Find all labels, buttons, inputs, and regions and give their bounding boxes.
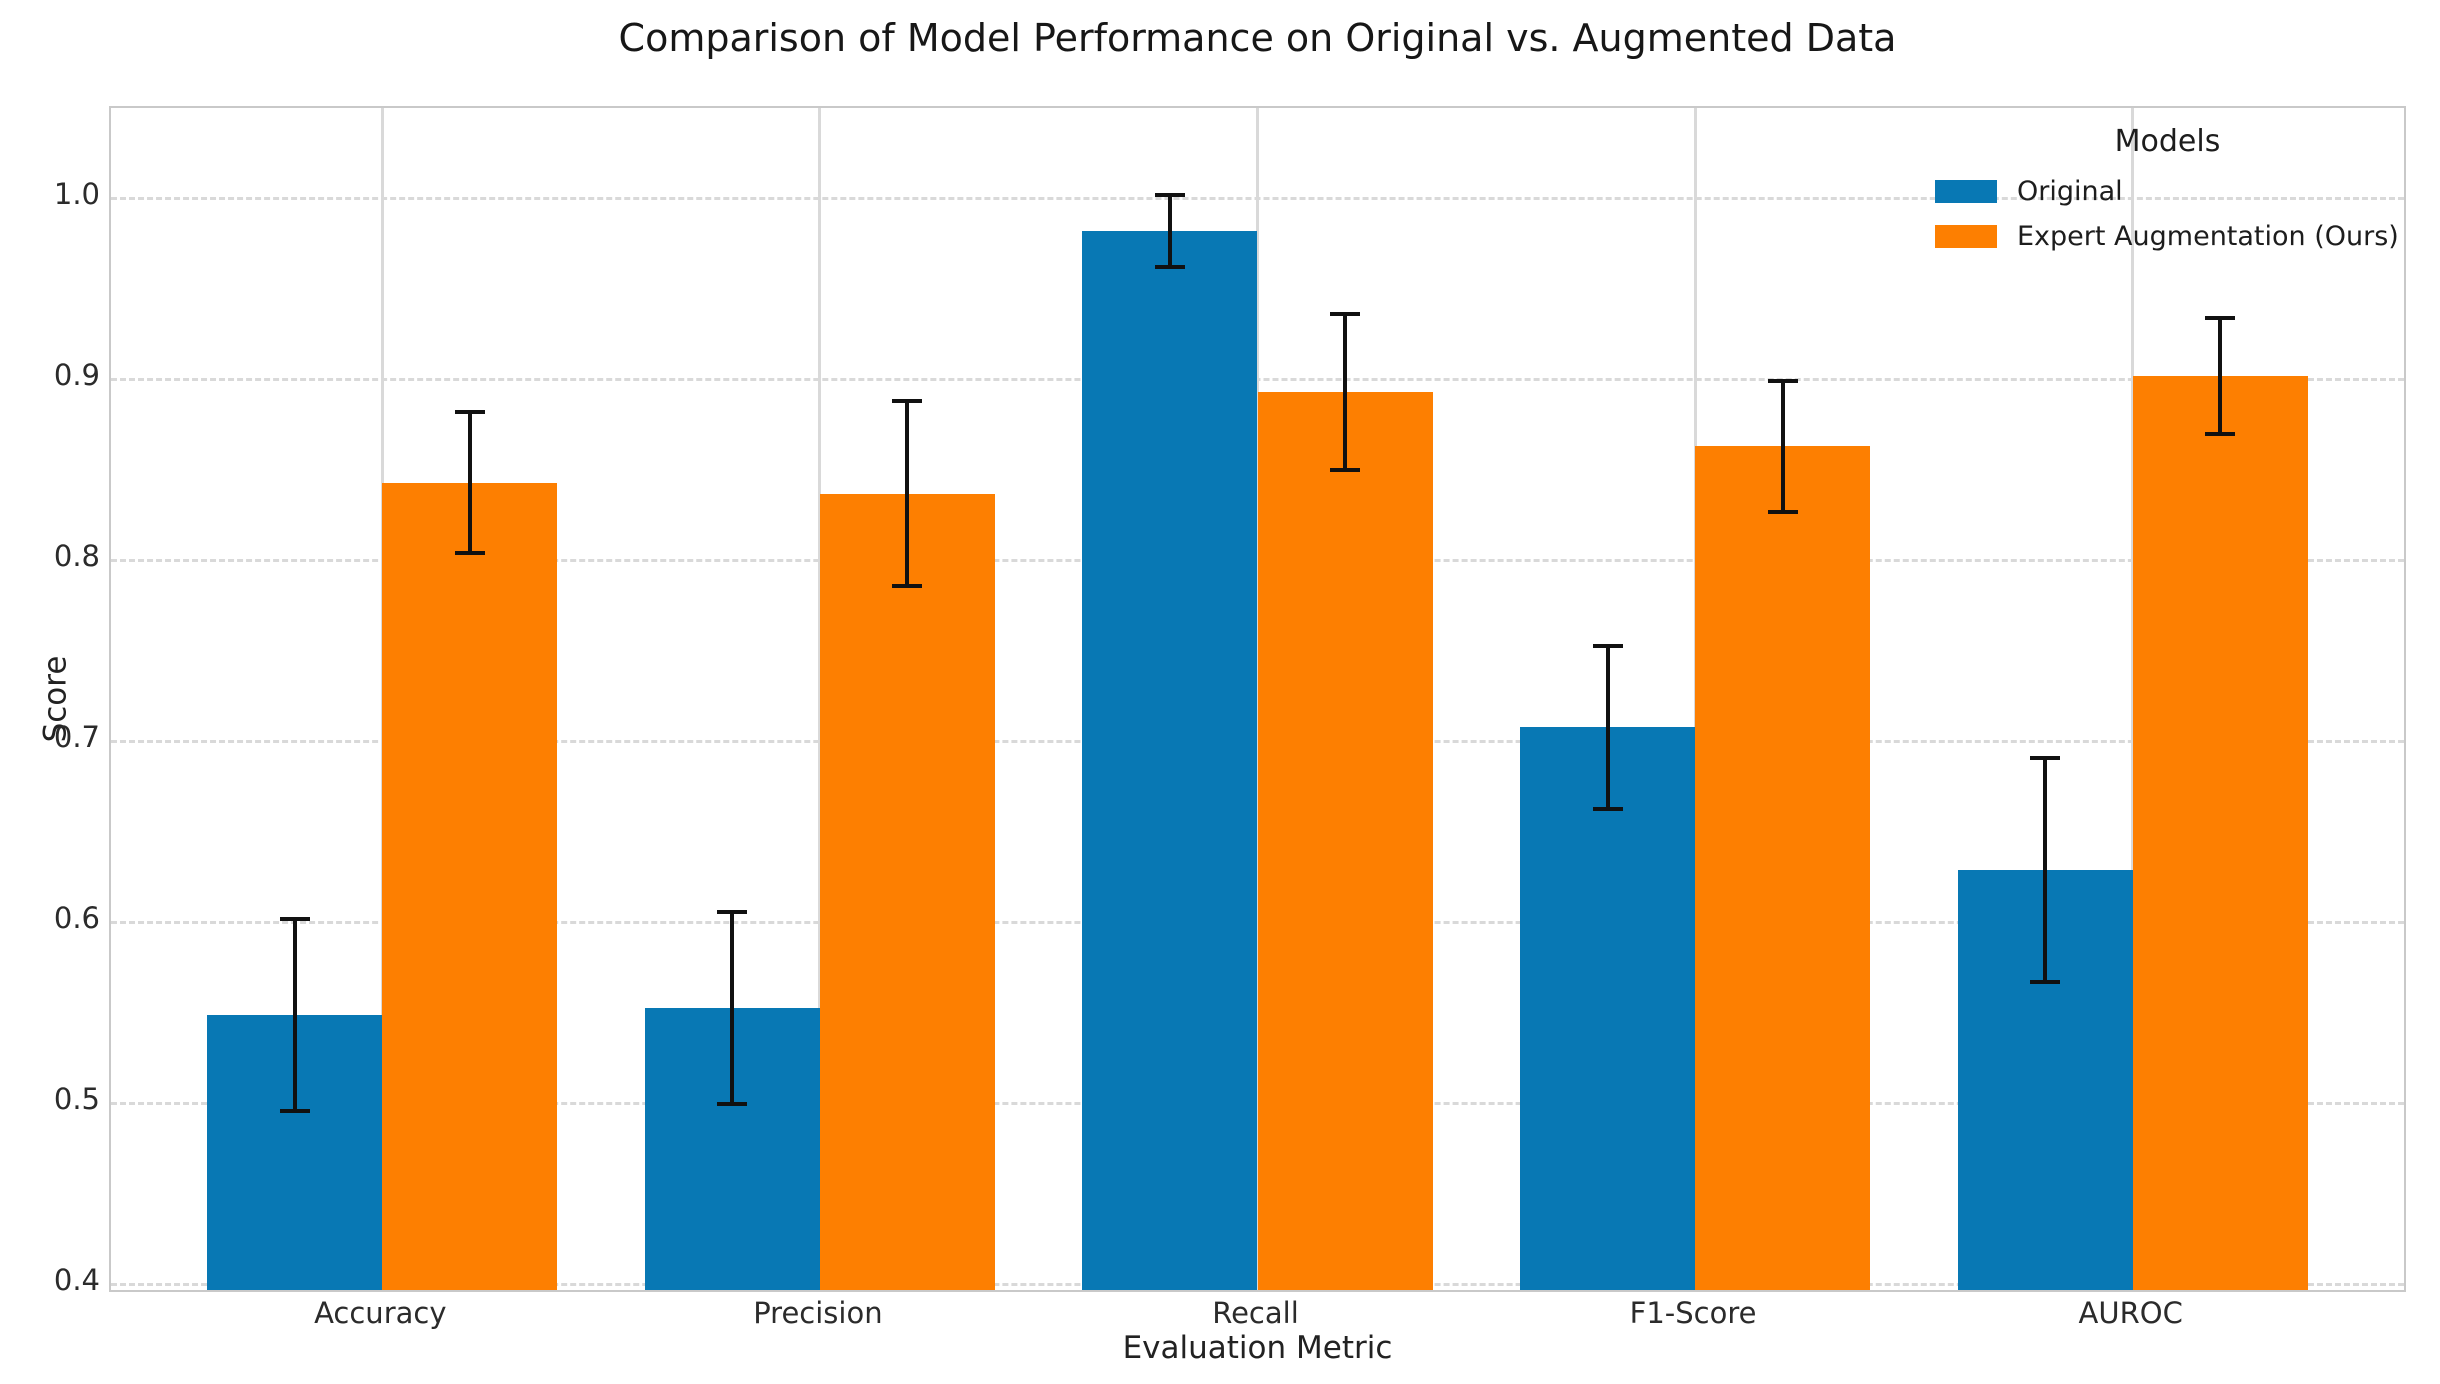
error-bar (467, 412, 472, 554)
error-bar (1605, 645, 1610, 809)
chart-title: Comparison of Model Performance on Origi… (618, 16, 1897, 60)
x-axis-label: Evaluation Metric (1122, 1330, 1393, 1366)
bar-original-recall (1082, 231, 1258, 1290)
x-tick-label: Recall (1212, 1296, 1299, 1330)
error-bar-cap (717, 909, 748, 914)
bar-expert-augmentation-ours--auroc (2132, 375, 2308, 1290)
error-bar-cap (1767, 379, 1798, 384)
y-tick-label: 0.4 (53, 1262, 100, 1297)
error-bar-cap (2030, 980, 2061, 985)
error-bar-cap (2205, 431, 2236, 436)
bar-expert-augmentation-ours--recall (1257, 392, 1433, 1290)
error-bar-cap (2205, 315, 2236, 320)
error-bar (1780, 381, 1785, 512)
error-bar-cap (454, 551, 485, 556)
plot-area (109, 106, 2406, 1292)
x-tick-label: Accuracy (314, 1296, 447, 1330)
legend-swatch-augmented-icon (1935, 225, 1997, 248)
y-tick-label: 0.5 (53, 1081, 100, 1116)
legend-label-augmented: Expert Augmentation (Ours) (2017, 221, 2399, 252)
legend: Models Original Expert Augmentation (Our… (1935, 124, 2400, 259)
error-bar-cap (1154, 265, 1185, 270)
x-tick-label: Precision (753, 1296, 883, 1330)
y-tick-label: 1.0 (53, 176, 100, 211)
error-bar-cap (717, 1101, 748, 1106)
legend-swatch-original-icon (1935, 180, 1997, 203)
y-tick-label: 0.8 (53, 538, 100, 573)
error-bar-cap (454, 410, 485, 415)
x-tick-label: AUROC (2078, 1296, 2183, 1330)
error-bar (2218, 317, 2223, 434)
bar-expert-augmentation-ours--accuracy (382, 482, 558, 1290)
x-tick-label: F1-Score (1629, 1296, 1757, 1330)
y-tick-label: 0.7 (53, 719, 100, 754)
legend-label-original: Original (2017, 176, 2123, 207)
error-bar-cap (1330, 468, 1361, 473)
bar-expert-augmentation-ours--precision (819, 493, 995, 1290)
error-bar-cap (1767, 509, 1798, 514)
error-bar-cap (1154, 192, 1185, 197)
error-bar (1343, 314, 1348, 470)
y-tick-label: 0.6 (53, 900, 100, 935)
error-bar (292, 918, 297, 1111)
bar-expert-augmentation-ours--f1-score (1695, 446, 1871, 1290)
error-bar-cap (279, 916, 310, 921)
error-bar (730, 911, 735, 1104)
error-bar-cap (892, 399, 923, 404)
error-bar-cap (2030, 755, 2061, 760)
bar-original-f1-score (1520, 727, 1696, 1290)
error-bar-cap (279, 1108, 310, 1113)
legend-item-augmented: Expert Augmentation (Ours) (1935, 214, 2400, 259)
error-bar-cap (1330, 312, 1361, 317)
error-bar (905, 401, 910, 586)
error-bar (2043, 757, 2048, 983)
error-bar-cap (1592, 806, 1623, 811)
error-bar-cap (892, 583, 923, 588)
error-bar-cap (1592, 643, 1623, 648)
legend-title: Models (2114, 124, 2221, 159)
error-bar (1167, 194, 1172, 268)
legend-item-original: Original (1935, 169, 2400, 214)
y-tick-label: 0.9 (53, 357, 100, 392)
